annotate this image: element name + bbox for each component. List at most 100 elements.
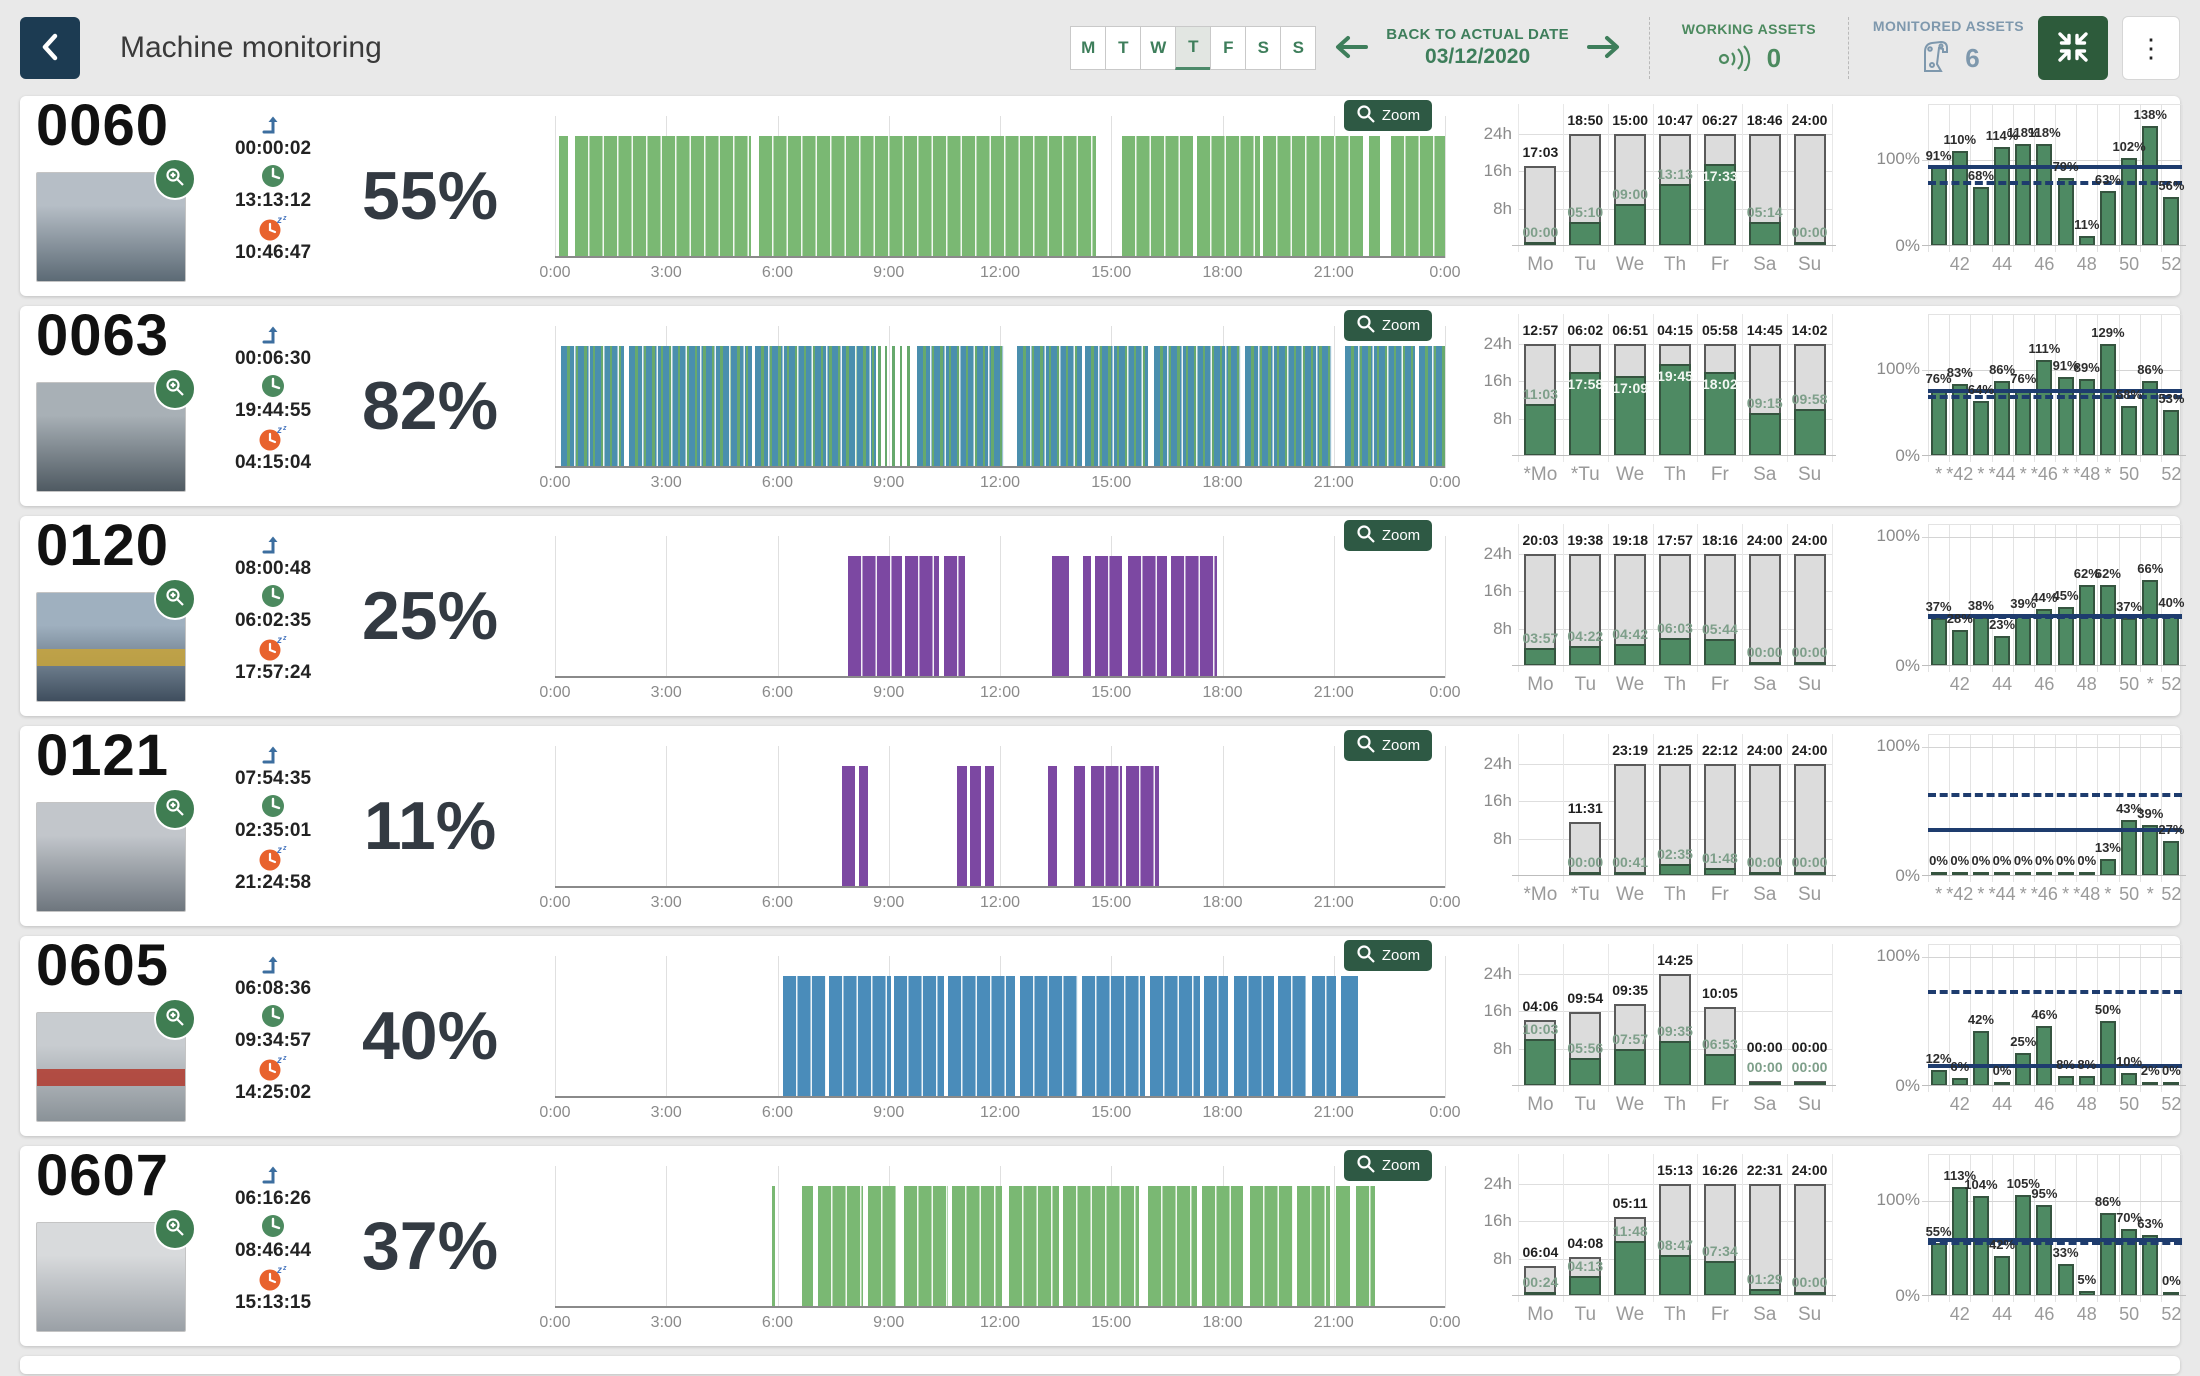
- svg-text:z: z: [276, 215, 282, 226]
- day-button-0[interactable]: M: [1070, 26, 1107, 70]
- photo-zoom-button[interactable]: [154, 1208, 196, 1250]
- week-bar: [2099, 859, 2116, 876]
- timeline-tick: 0:00: [1429, 1314, 1461, 1331]
- utilization-percent: 55%: [361, 158, 499, 234]
- timeline-segment: [783, 976, 826, 1096]
- idle-time: 14:25:02: [234, 1082, 312, 1103]
- timeline-segment: [560, 346, 624, 466]
- week-value-label: 42%: [1967, 1012, 1994, 1027]
- zoom-button-label: Zoom: [1381, 737, 1421, 754]
- svg-text:z: z: [276, 1055, 282, 1066]
- timeline-segment: [1196, 136, 1260, 256]
- week-value-label: 11%: [2074, 217, 2100, 232]
- start-time: 00:06:30: [234, 348, 312, 369]
- week-value-label: 0%: [2056, 853, 2075, 868]
- timeline-tick: 15:00: [1091, 1314, 1132, 1331]
- photo-zoom-button[interactable]: [154, 578, 196, 620]
- timeline-tick: 15:00: [1091, 894, 1132, 911]
- timeline-segment: [842, 766, 856, 886]
- day-label: Fr: [1710, 1304, 1729, 1325]
- week-bar: [2036, 360, 2053, 456]
- idle-time-icon: z z: [212, 635, 334, 661]
- timeline-segment: [1170, 556, 1217, 676]
- week-tick: *: [2019, 884, 2027, 904]
- monitored-assets-count: 6: [1965, 42, 1980, 73]
- week-bar: [2078, 585, 2095, 666]
- week-tick: *: [2104, 884, 2112, 904]
- daily-hours-chart: 24h 16h 8h 20:03 03:57 19:38 04:22: [1468, 524, 1838, 710]
- week-tick: 52: [2161, 1094, 2182, 1114]
- svg-text:z: z: [276, 635, 282, 646]
- photo-accent: [37, 649, 185, 667]
- timeline-segment: [944, 556, 965, 676]
- zoom-button[interactable]: Zoom: [1344, 310, 1432, 341]
- timeline-tick: 18:00: [1202, 264, 1243, 281]
- day-button-5[interactable]: S: [1245, 26, 1282, 70]
- photo-zoom-button[interactable]: [154, 788, 196, 830]
- timeline-segment: [1051, 556, 1069, 676]
- week-value-label: 38%: [1967, 598, 1994, 613]
- day-button-2[interactable]: W: [1140, 26, 1177, 70]
- day-bar: [1703, 344, 1736, 456]
- timeline-tick: 15:00: [1091, 264, 1132, 281]
- week-value-label: 50%: [2094, 1002, 2121, 1017]
- day-label: Tu: [1574, 1304, 1597, 1325]
- timeline-chart: 0:00 3:00 6:00 9:00 12:00 15:00 18:00 21:00 0:00: [539, 536, 1461, 714]
- back-button[interactable]: [20, 17, 80, 79]
- week-bar: [2099, 1213, 2116, 1296]
- week-value-label: 10%: [2116, 1054, 2143, 1069]
- zoom-button[interactable]: Zoom: [1344, 1150, 1432, 1181]
- day-label: Sa: [1753, 884, 1777, 905]
- timeline-tick: 0:00: [539, 684, 571, 701]
- zoom-button[interactable]: Zoom: [1344, 730, 1432, 761]
- day-axis-label: 8h: [1493, 408, 1512, 428]
- target-line-dashed: [1928, 792, 2182, 797]
- idle-time: 04:15:04: [234, 452, 312, 473]
- day-work-label: 04:13: [1567, 1258, 1604, 1274]
- week-bar: [2015, 1053, 2032, 1086]
- day-button-1[interactable]: T: [1105, 26, 1142, 70]
- day-stop-label: 18:50: [1567, 112, 1604, 128]
- next-day-arrow[interactable]: [1583, 35, 1625, 62]
- timeline-tick: 6:00: [761, 264, 794, 281]
- week-tick: 46: [2034, 1304, 2055, 1324]
- day-bar: [1614, 344, 1647, 456]
- timeline-segment: [818, 1186, 863, 1306]
- timeline-segment: [1344, 346, 1416, 466]
- day-axis-label: 16h: [1483, 581, 1512, 601]
- timeline-tick: 6:00: [761, 1314, 794, 1331]
- week-value-label: 44%: [2031, 590, 2058, 605]
- day-button-6[interactable]: S: [1280, 26, 1317, 70]
- week-value-label: 6%: [1950, 1059, 1970, 1074]
- week-value-label: 76%: [2010, 371, 2037, 386]
- timeline-segment: [951, 1186, 1002, 1306]
- week-value-label: 102%: [2112, 139, 2146, 154]
- week-bar: [2099, 1021, 2116, 1086]
- week-value-label: 86%: [2094, 1194, 2121, 1209]
- day-label: Fr: [1710, 1094, 1729, 1115]
- photo-zoom-button[interactable]: [154, 158, 196, 200]
- zoom-button[interactable]: Zoom: [1344, 520, 1432, 551]
- photo-zoom-button[interactable]: [154, 998, 196, 1040]
- day-stop-label: 05:58: [1701, 322, 1738, 338]
- day-bar: [1793, 554, 1826, 666]
- date-display[interactable]: BACK TO ACTUAL DATE 03/12/2020: [1386, 26, 1569, 71]
- timeline-segment: [1391, 136, 1445, 256]
- photo-zoom-button[interactable]: [154, 368, 196, 410]
- target-line-solid: [1928, 1238, 2182, 1243]
- week-tick: *48: [2073, 884, 2101, 904]
- collapse-all-button[interactable]: [2038, 16, 2108, 80]
- day-button-3[interactable]: T: [1175, 26, 1212, 70]
- day-axis-label: 24h: [1483, 964, 1512, 983]
- day-button-4[interactable]: F: [1210, 26, 1247, 70]
- zoom-button[interactable]: Zoom: [1344, 100, 1432, 131]
- overflow-menu-button[interactable]: ⋮: [2122, 16, 2180, 80]
- previous-day-arrow[interactable]: [1330, 35, 1372, 62]
- zoom-button[interactable]: Zoom: [1344, 940, 1432, 971]
- timeline-segment: [859, 766, 869, 886]
- timeline-segment: [1263, 136, 1363, 256]
- day-stop-label: 12:57: [1522, 322, 1559, 338]
- day-work-label: 05:14: [1746, 204, 1783, 220]
- timeline-tick: 18:00: [1202, 474, 1243, 491]
